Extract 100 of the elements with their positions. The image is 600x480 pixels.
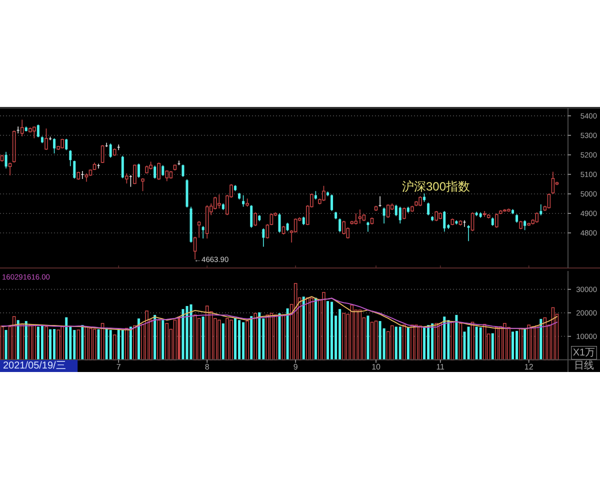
bar xyxy=(342,312,346,360)
candlestick xyxy=(330,194,334,212)
candlestick xyxy=(294,218,298,233)
bar xyxy=(182,309,184,360)
bar xyxy=(230,320,233,360)
bar xyxy=(157,320,160,360)
x-tick-label: 7 xyxy=(116,362,122,372)
candlestick xyxy=(133,164,136,184)
bar xyxy=(374,320,378,360)
bar xyxy=(222,323,224,360)
bar xyxy=(302,296,305,360)
candlestick xyxy=(338,218,342,232)
bar xyxy=(197,318,201,360)
bar xyxy=(406,327,410,360)
bar xyxy=(438,322,442,360)
bar xyxy=(402,324,406,360)
bar xyxy=(507,326,510,360)
candlestick xyxy=(81,170,84,180)
candlestick xyxy=(4,152,8,169)
bar xyxy=(105,328,108,360)
bar xyxy=(254,312,258,360)
candlestick xyxy=(138,163,140,178)
candlestick xyxy=(162,164,164,176)
bar xyxy=(186,306,188,360)
x-tick-label: 8 xyxy=(204,362,210,372)
bar xyxy=(310,298,314,360)
bar xyxy=(238,320,241,360)
bar xyxy=(443,316,446,360)
candlestick xyxy=(8,162,12,176)
bar xyxy=(154,314,156,360)
bar xyxy=(531,326,535,360)
bar xyxy=(475,326,478,360)
bar xyxy=(535,325,539,360)
bar xyxy=(455,314,458,360)
bar xyxy=(366,316,370,360)
candlestick xyxy=(482,210,486,218)
bar xyxy=(258,312,261,360)
candlestick xyxy=(36,124,40,138)
candlestick xyxy=(551,171,555,194)
candlestick xyxy=(418,196,422,207)
bar xyxy=(133,325,136,360)
candlestick xyxy=(262,228,265,248)
candlestick xyxy=(540,204,542,216)
x-tick-label: 12 xyxy=(524,362,534,372)
text: 日线 xyxy=(574,360,594,372)
bar xyxy=(524,329,526,360)
bar xyxy=(540,318,542,360)
bar xyxy=(512,332,514,360)
bar xyxy=(427,325,430,360)
bar xyxy=(495,326,498,360)
candlestick xyxy=(322,185,326,202)
bar xyxy=(434,322,438,360)
candlestick xyxy=(65,138,68,151)
candlestick xyxy=(129,174,132,188)
candlestick xyxy=(470,212,474,232)
bar xyxy=(338,309,342,360)
candlestick xyxy=(214,196,217,210)
bar xyxy=(218,320,221,360)
bar xyxy=(162,320,164,360)
bar xyxy=(527,324,530,360)
candlestick xyxy=(218,194,221,209)
bar xyxy=(314,298,317,360)
candlestick xyxy=(97,163,100,169)
bar xyxy=(129,326,132,360)
bar xyxy=(390,325,394,360)
candlestick xyxy=(443,210,446,232)
bar xyxy=(418,326,422,360)
x-tick-label: 11 xyxy=(436,362,446,372)
bar xyxy=(398,326,402,360)
candlestick xyxy=(154,165,156,180)
candlestick xyxy=(32,126,36,139)
bar xyxy=(431,323,434,360)
candlestick xyxy=(434,210,438,222)
candlestick xyxy=(105,142,108,148)
x-tick-label: 10 xyxy=(372,362,382,372)
bar xyxy=(322,292,326,360)
candlestick xyxy=(242,194,245,208)
candlestick xyxy=(524,220,526,231)
candlestick xyxy=(394,204,398,216)
bar xyxy=(394,326,398,360)
bar xyxy=(410,324,414,360)
bar xyxy=(117,330,120,360)
candlestick xyxy=(193,236,197,260)
bar xyxy=(36,326,40,360)
bar xyxy=(24,321,28,360)
candlestick xyxy=(100,144,104,164)
bar xyxy=(246,320,249,360)
bar xyxy=(32,324,36,360)
bar xyxy=(326,301,330,360)
candlestick xyxy=(197,220,201,238)
candlestick xyxy=(427,202,430,216)
bar xyxy=(447,320,450,360)
bar xyxy=(234,318,237,360)
bar xyxy=(190,304,192,360)
bar xyxy=(60,326,64,360)
bar xyxy=(330,302,334,360)
candlestick xyxy=(254,212,258,226)
candlestick xyxy=(495,212,498,228)
candlestick xyxy=(53,138,56,154)
candlestick xyxy=(202,226,204,239)
